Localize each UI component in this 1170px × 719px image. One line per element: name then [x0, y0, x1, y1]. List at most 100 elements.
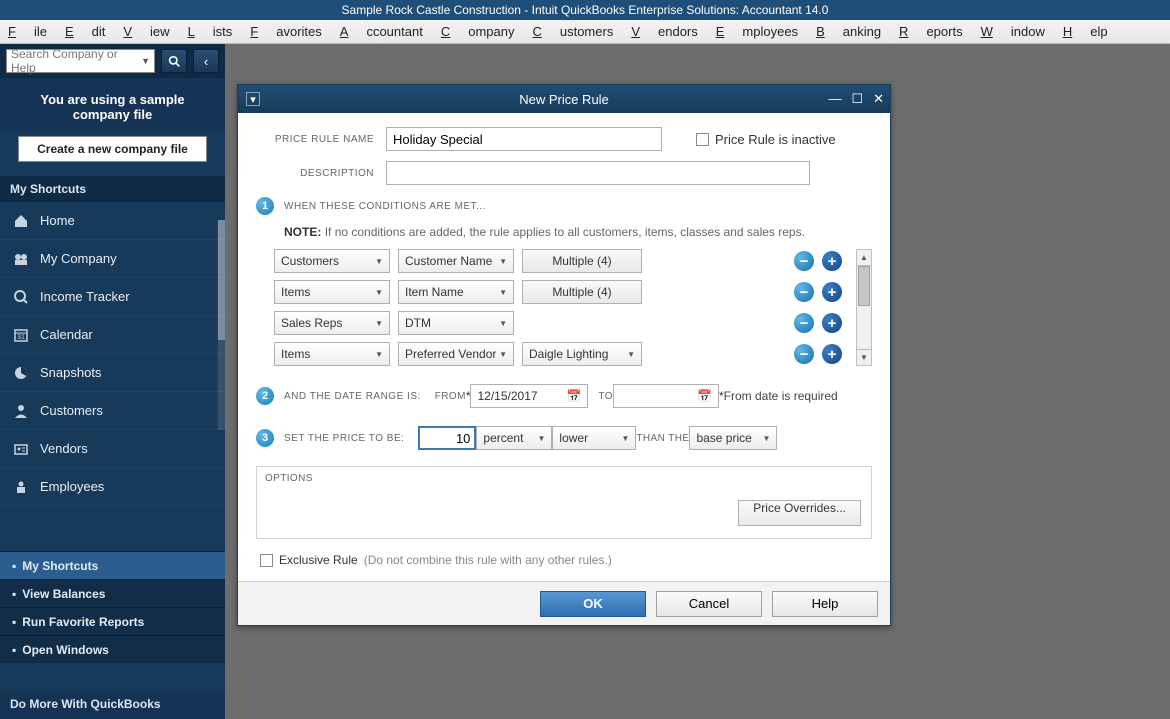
- search-button[interactable]: [161, 49, 187, 73]
- help-button[interactable]: Help: [772, 591, 878, 617]
- sidebar-scrollbar[interactable]: [217, 220, 225, 430]
- condition-field-select[interactable]: Customer Name▼: [398, 249, 514, 273]
- close-icon[interactable]: ✕: [873, 91, 884, 107]
- menu-customers[interactable]: Customers: [532, 24, 613, 39]
- condition-type-select[interactable]: Items▼: [274, 280, 390, 304]
- menu-banking[interactable]: Banking: [816, 24, 881, 39]
- minimize-icon[interactable]: —: [828, 91, 841, 107]
- bottom-link-open-windows[interactable]: ▪Open Windows: [0, 635, 225, 663]
- add-condition-button[interactable]: +: [822, 282, 842, 302]
- sidebar-item-customers[interactable]: Customers: [0, 392, 225, 430]
- condition-value-select[interactable]: Daigle Lighting▼: [522, 342, 642, 366]
- price-base-select[interactable]: base price▼: [689, 426, 777, 450]
- remove-condition-button[interactable]: −: [794, 282, 814, 302]
- sidebar-item-label: Customers: [40, 403, 103, 418]
- price-rule-name-input[interactable]: [386, 127, 662, 151]
- remove-condition-button[interactable]: −: [794, 313, 814, 333]
- menu-reports[interactable]: Reports: [899, 24, 963, 39]
- scroll-up-icon[interactable]: ▲: [857, 250, 871, 266]
- menu-favorites[interactable]: Favorites: [250, 24, 321, 39]
- condition-row: Sales Reps▼ DTM▼ −+: [274, 311, 842, 335]
- remove-condition-button[interactable]: −: [794, 251, 814, 271]
- bottom-link-view-balances[interactable]: ▪View Balances: [0, 579, 225, 607]
- description-input[interactable]: [386, 161, 810, 185]
- income-icon: [12, 288, 30, 306]
- add-condition-button[interactable]: +: [822, 344, 842, 364]
- calendar-icon: 31: [12, 326, 30, 344]
- sidebar-item-vendors[interactable]: Vendors: [0, 430, 225, 468]
- menu-file[interactable]: File: [8, 24, 47, 39]
- menu-company[interactable]: Company: [441, 24, 515, 39]
- add-condition-button[interactable]: +: [822, 251, 842, 271]
- to-date-input[interactable]: 📅: [613, 384, 719, 408]
- menu-window[interactable]: Window: [981, 24, 1045, 39]
- price-overrides-button[interactable]: Price Overrides...: [738, 500, 861, 526]
- dialog-footer: OK Cancel Help: [238, 581, 890, 625]
- sidebar-item-employees[interactable]: Employees: [0, 468, 225, 506]
- price-direction-select[interactable]: lower▼: [552, 426, 636, 450]
- chevron-down-icon: ▼: [141, 56, 150, 66]
- cancel-button[interactable]: Cancel: [656, 591, 762, 617]
- condition-field-select[interactable]: Preferred Vendor▼: [398, 342, 514, 366]
- price-unit-select[interactable]: percent▼: [476, 426, 552, 450]
- exclusive-rule-checkbox[interactable]: [260, 554, 273, 567]
- step-3-badge: 3: [256, 429, 274, 447]
- shortcuts-list: Home My Company Income Tracker31CalendarSn…: [0, 202, 225, 506]
- remove-condition-button[interactable]: −: [794, 344, 814, 364]
- price-rule-dialog: ▾ New Price Rule — ☐ ✕ PRICE RULE NAME P…: [237, 84, 891, 626]
- chevron-down-icon: ▼: [499, 288, 507, 297]
- menu-employees[interactable]: Employees: [716, 24, 798, 39]
- condition-row: Items▼ Item Name▼ Multiple (4) −+: [274, 280, 842, 304]
- add-condition-button[interactable]: +: [822, 313, 842, 333]
- dialog-title: New Price Rule: [519, 92, 609, 107]
- calendar-icon[interactable]: 📅: [567, 389, 582, 403]
- company-icon: [12, 250, 30, 268]
- sidebar-item-snapshots[interactable]: Snapshots: [0, 354, 225, 392]
- chevron-left-icon: ‹: [204, 54, 208, 69]
- employees-icon: [12, 478, 30, 496]
- conditions-note: NOTE: If no conditions are added, the ru…: [284, 225, 872, 239]
- sidebar-item-calendar[interactable]: 31Calendar: [0, 316, 225, 354]
- chevron-down-icon: ▼: [375, 350, 383, 359]
- condition-value-button[interactable]: Multiple (4): [522, 249, 642, 273]
- sidebar-item-my-company[interactable]: My Company: [0, 240, 225, 278]
- step-3-label: SET THE PRICE TO BE:: [284, 433, 404, 444]
- scroll-down-icon[interactable]: ▼: [857, 349, 871, 365]
- conditions-scrollbar[interactable]: ▲ ▼: [856, 249, 872, 366]
- calendar-icon[interactable]: 📅: [697, 389, 712, 403]
- from-date-input[interactable]: 12/15/2017 📅: [470, 384, 588, 408]
- menu-help[interactable]: Help: [1063, 24, 1108, 39]
- sidebar-item-home[interactable]: Home: [0, 202, 225, 240]
- sidebar-item-label: Employees: [40, 479, 104, 494]
- do-more-header: Do More With QuickBooks: [0, 689, 225, 719]
- menu-lists[interactable]: Lists: [188, 24, 233, 39]
- maximize-icon[interactable]: ☐: [851, 91, 863, 107]
- pie-icon: [12, 364, 30, 382]
- inactive-checkbox[interactable]: [696, 133, 709, 146]
- search-input[interactable]: Search Company or Help ▼: [6, 49, 155, 73]
- sample-file-message: You are using a sample company file: [0, 78, 225, 132]
- ok-button[interactable]: OK: [540, 591, 646, 617]
- scrollbar-thumb[interactable]: [218, 220, 225, 340]
- collapse-sidebar-button[interactable]: ‹: [193, 49, 219, 73]
- menu-view[interactable]: View: [123, 24, 169, 39]
- condition-field-select[interactable]: Item Name▼: [398, 280, 514, 304]
- search-placeholder: Search Company or Help: [11, 47, 141, 75]
- condition-value-button[interactable]: Multiple (4): [522, 280, 642, 304]
- menu-accountant[interactable]: Accountant: [340, 24, 423, 39]
- condition-type-select[interactable]: Items▼: [274, 342, 390, 366]
- menu-vendors[interactable]: Vendors: [631, 24, 697, 39]
- dialog-title-bar: ▾ New Price Rule — ☐ ✕: [238, 85, 890, 113]
- window-menu-icon[interactable]: ▾: [246, 92, 260, 106]
- menu-edit[interactable]: Edit: [65, 24, 105, 39]
- scrollbar-thumb[interactable]: [858, 266, 870, 306]
- condition-type-select[interactable]: Customers▼: [274, 249, 390, 273]
- bottom-link-run-favorite-reports[interactable]: ▪Run Favorite Reports: [0, 607, 225, 635]
- bottom-link-my-shortcuts[interactable]: ▪My Shortcuts: [0, 551, 225, 579]
- condition-type-select[interactable]: Sales Reps▼: [274, 311, 390, 335]
- sidebar-item-income-tracker[interactable]: Income Tracker: [0, 278, 225, 316]
- condition-field-select[interactable]: DTM▼: [398, 311, 514, 335]
- create-company-button[interactable]: Create a new company file: [18, 136, 207, 162]
- sidebar-item-label: My Company: [40, 251, 117, 266]
- price-amount-input[interactable]: [418, 426, 476, 450]
